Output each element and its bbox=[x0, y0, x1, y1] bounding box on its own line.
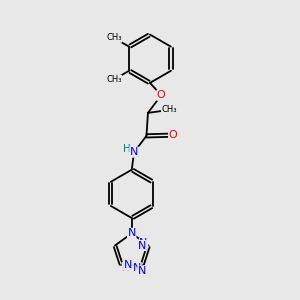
Text: N: N bbox=[124, 260, 132, 270]
Text: N: N bbox=[128, 228, 136, 238]
Text: N: N bbox=[122, 262, 130, 273]
Text: N: N bbox=[140, 238, 148, 248]
Text: N: N bbox=[130, 147, 138, 157]
Text: N: N bbox=[138, 266, 146, 276]
Text: H: H bbox=[123, 143, 130, 154]
Text: CH₃: CH₃ bbox=[106, 33, 122, 42]
Text: CH₃: CH₃ bbox=[161, 106, 177, 115]
Text: N: N bbox=[138, 241, 146, 250]
Text: CH₃: CH₃ bbox=[106, 75, 122, 84]
Text: O: O bbox=[157, 90, 166, 100]
Text: O: O bbox=[169, 130, 177, 140]
Text: N: N bbox=[133, 262, 141, 273]
